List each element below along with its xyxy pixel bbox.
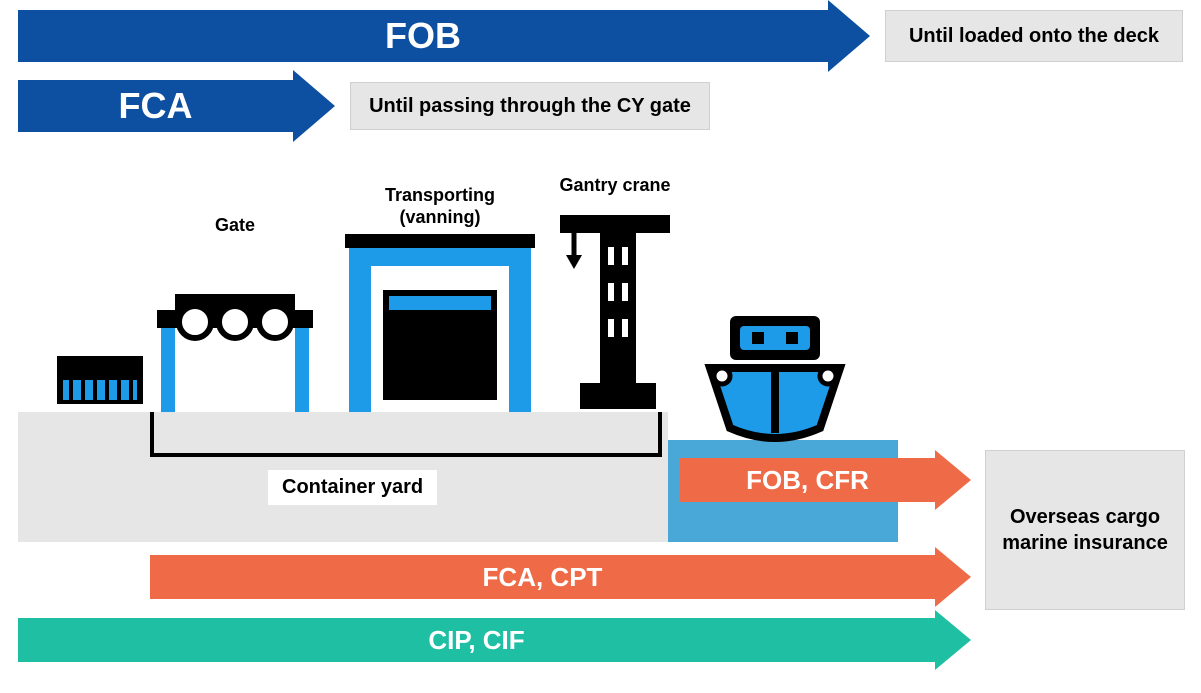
gate-label: Gate	[195, 215, 275, 236]
fob-desc-text: Until loaded onto the deck	[909, 25, 1159, 48]
fca-desc-box: Until passing through the CY gate	[350, 82, 710, 130]
insurance-box: Overseas cargo marine insurance	[985, 450, 1185, 610]
fca-cpt-arrow-label: FCA, CPT	[483, 562, 603, 593]
fca-arrow-label: FCA	[119, 85, 193, 127]
fca-arrow-head	[293, 70, 335, 142]
cip-cif-arrow-label: CIP, CIF	[428, 625, 524, 656]
fca-arrow: FCA	[18, 80, 335, 132]
fca-arrow-body: FCA	[18, 80, 293, 132]
container-icon	[55, 348, 145, 412]
crane-label: Gantry crane	[555, 175, 675, 196]
crane-icon	[560, 205, 670, 412]
fob-cfr-arrow-label: FOB, CFR	[746, 465, 869, 496]
fob-arrow-label: FOB	[385, 15, 461, 57]
fob-cfr-arrow-body: FOB, CFR	[680, 458, 935, 502]
cy-bracket	[150, 412, 662, 457]
gate-icon	[155, 250, 315, 412]
terminal-icon	[345, 230, 535, 412]
fob-arrow-head	[828, 0, 870, 72]
fob-cfr-arrow-head	[935, 450, 971, 510]
cy-label: Container yard	[268, 470, 437, 505]
fob-cfr-arrow: FOB, CFR	[680, 458, 971, 502]
fca-cpt-arrow-head	[935, 547, 971, 607]
cip-cif-arrow-body: CIP, CIF	[18, 618, 935, 662]
cip-cif-arrow: CIP, CIF	[18, 618, 971, 662]
fca-desc-text: Until passing through the CY gate	[369, 95, 691, 118]
fca-cpt-arrow: FCA, CPT	[150, 555, 971, 599]
insurance-text: Overseas cargo marine insurance	[996, 504, 1174, 556]
terminal-label: Transporting (vanning)	[350, 185, 530, 228]
fob-arrow: FOB	[18, 10, 870, 62]
fob-arrow-body: FOB	[18, 10, 828, 62]
fca-cpt-arrow-body: FCA, CPT	[150, 555, 935, 599]
fob-desc-box: Until loaded onto the deck	[885, 10, 1183, 62]
cy-label-text: Container yard	[282, 476, 423, 498]
ship-icon	[700, 298, 850, 448]
cip-cif-arrow-head	[935, 610, 971, 670]
